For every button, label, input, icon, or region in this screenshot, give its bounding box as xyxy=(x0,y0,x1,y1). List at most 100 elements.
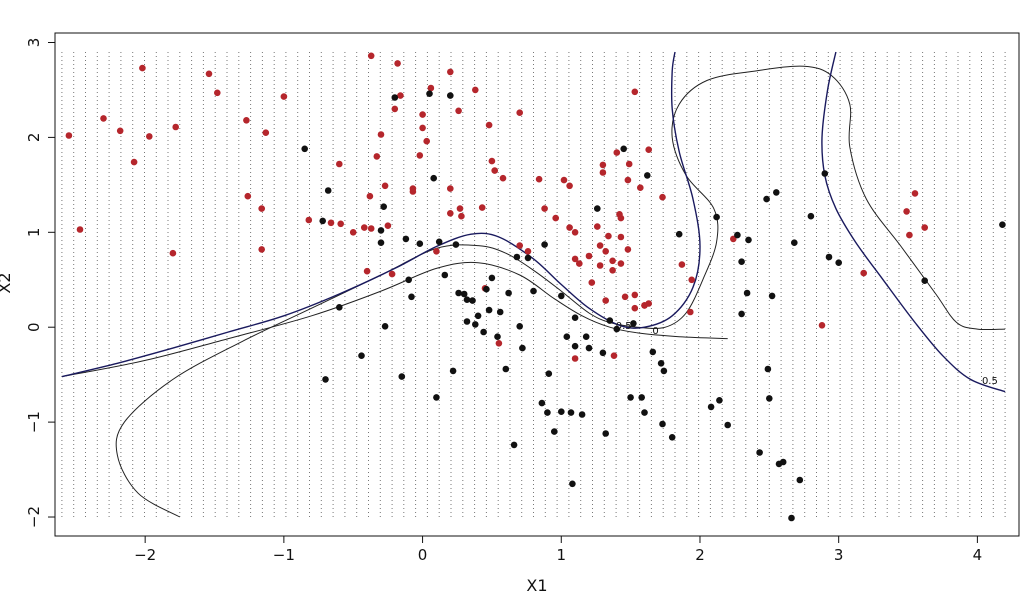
data-point-red xyxy=(367,52,375,60)
data-point-red xyxy=(617,260,625,267)
data-point-black xyxy=(502,365,510,373)
data-point-red xyxy=(327,219,335,227)
data-point-black xyxy=(644,172,651,179)
data-point-black xyxy=(496,308,504,316)
data-point-red xyxy=(409,188,417,195)
data-point-black xyxy=(999,221,1006,228)
x-tick-label: 4 xyxy=(973,546,983,564)
data-point-red xyxy=(631,304,639,312)
data-point-black xyxy=(745,236,752,244)
data-point-red xyxy=(637,184,644,191)
data-point-black xyxy=(707,403,715,411)
data-point-red xyxy=(599,169,607,176)
data-point-black xyxy=(524,254,532,262)
data-point-black xyxy=(641,409,648,416)
data-point-red xyxy=(571,229,579,236)
data-point-black xyxy=(435,238,443,246)
plot-frame xyxy=(54,32,1020,537)
data-point-black xyxy=(398,373,406,380)
data-point-black xyxy=(480,328,487,336)
data-point-black xyxy=(734,231,741,239)
data-point-red xyxy=(423,137,431,145)
data-point-red xyxy=(416,152,424,159)
data-point-black xyxy=(322,376,329,383)
data-point-black xyxy=(319,217,327,225)
y-axis-label: X2 xyxy=(0,272,14,293)
data-point-red xyxy=(205,70,213,78)
data-point-black xyxy=(773,189,780,196)
data-point-red xyxy=(388,270,396,278)
data-point-red xyxy=(585,252,593,260)
data-point-red xyxy=(645,146,652,153)
data-point-black xyxy=(578,411,586,418)
data-point-black xyxy=(649,348,657,356)
data-point-red xyxy=(491,167,499,174)
data-point-black xyxy=(541,241,548,248)
data-point-black xyxy=(668,434,676,441)
data-point-black xyxy=(408,293,415,301)
data-point-red xyxy=(336,160,343,168)
data-point-red xyxy=(455,107,462,115)
data-point-red xyxy=(688,276,695,284)
data-point-red xyxy=(472,86,479,94)
data-point-black xyxy=(764,365,772,373)
data-point-red xyxy=(243,117,250,124)
data-point-black xyxy=(441,271,449,279)
data-point-black xyxy=(430,174,438,182)
data-point-red xyxy=(678,261,686,268)
data-point-red xyxy=(921,224,928,231)
data-point-black xyxy=(463,318,471,325)
data-point-black xyxy=(483,285,490,293)
data-point-red xyxy=(499,174,507,182)
data-point-black xyxy=(567,409,575,416)
data-point-red xyxy=(602,297,609,304)
data-point-red xyxy=(456,205,464,212)
dotted-grid xyxy=(61,52,1006,517)
data-point-black xyxy=(474,312,482,320)
data-point-red xyxy=(447,68,454,76)
data-point-red xyxy=(535,175,543,183)
data-point-black xyxy=(724,421,731,429)
data-point-black xyxy=(452,241,460,248)
data-point-black xyxy=(921,277,928,285)
data-point-black xyxy=(791,239,798,246)
data-point-red xyxy=(381,182,389,190)
data-point-black xyxy=(571,314,579,322)
data-point-red xyxy=(610,352,618,360)
data-point-black xyxy=(516,323,523,330)
data-point-black xyxy=(788,514,795,522)
data-point-red xyxy=(625,160,633,168)
data-point-black xyxy=(766,395,773,402)
data-point-red xyxy=(645,300,652,307)
data-point-red xyxy=(427,84,435,92)
data-point-black xyxy=(569,480,576,488)
data-point-red xyxy=(552,214,559,222)
data-point-red xyxy=(116,127,124,135)
data-point-red xyxy=(596,262,604,269)
data-point-red xyxy=(516,242,523,249)
data-point-red xyxy=(76,226,84,233)
contour-line-lower xyxy=(61,261,728,378)
data-point-black xyxy=(657,360,665,367)
data-point-black xyxy=(606,317,614,324)
data-point-black xyxy=(738,310,745,318)
x-tick-label: −1 xyxy=(273,546,295,564)
data-point-red xyxy=(576,260,583,267)
data-point-black xyxy=(713,213,720,221)
data-point-red xyxy=(458,212,465,220)
data-point-black xyxy=(488,274,496,282)
data-point-black xyxy=(585,344,593,352)
data-point-black xyxy=(613,325,621,333)
data-point-black xyxy=(463,296,471,304)
data-point-red xyxy=(488,157,496,165)
data-point-black xyxy=(563,333,571,341)
data-point-red xyxy=(911,190,919,197)
data-point-black xyxy=(582,333,590,341)
data-point-red xyxy=(363,267,371,275)
data-point-black xyxy=(763,195,770,203)
data-point-black xyxy=(538,399,546,407)
data-point-black xyxy=(716,397,723,404)
data-point-red xyxy=(397,92,404,99)
x-tick-label: −2 xyxy=(134,546,156,564)
